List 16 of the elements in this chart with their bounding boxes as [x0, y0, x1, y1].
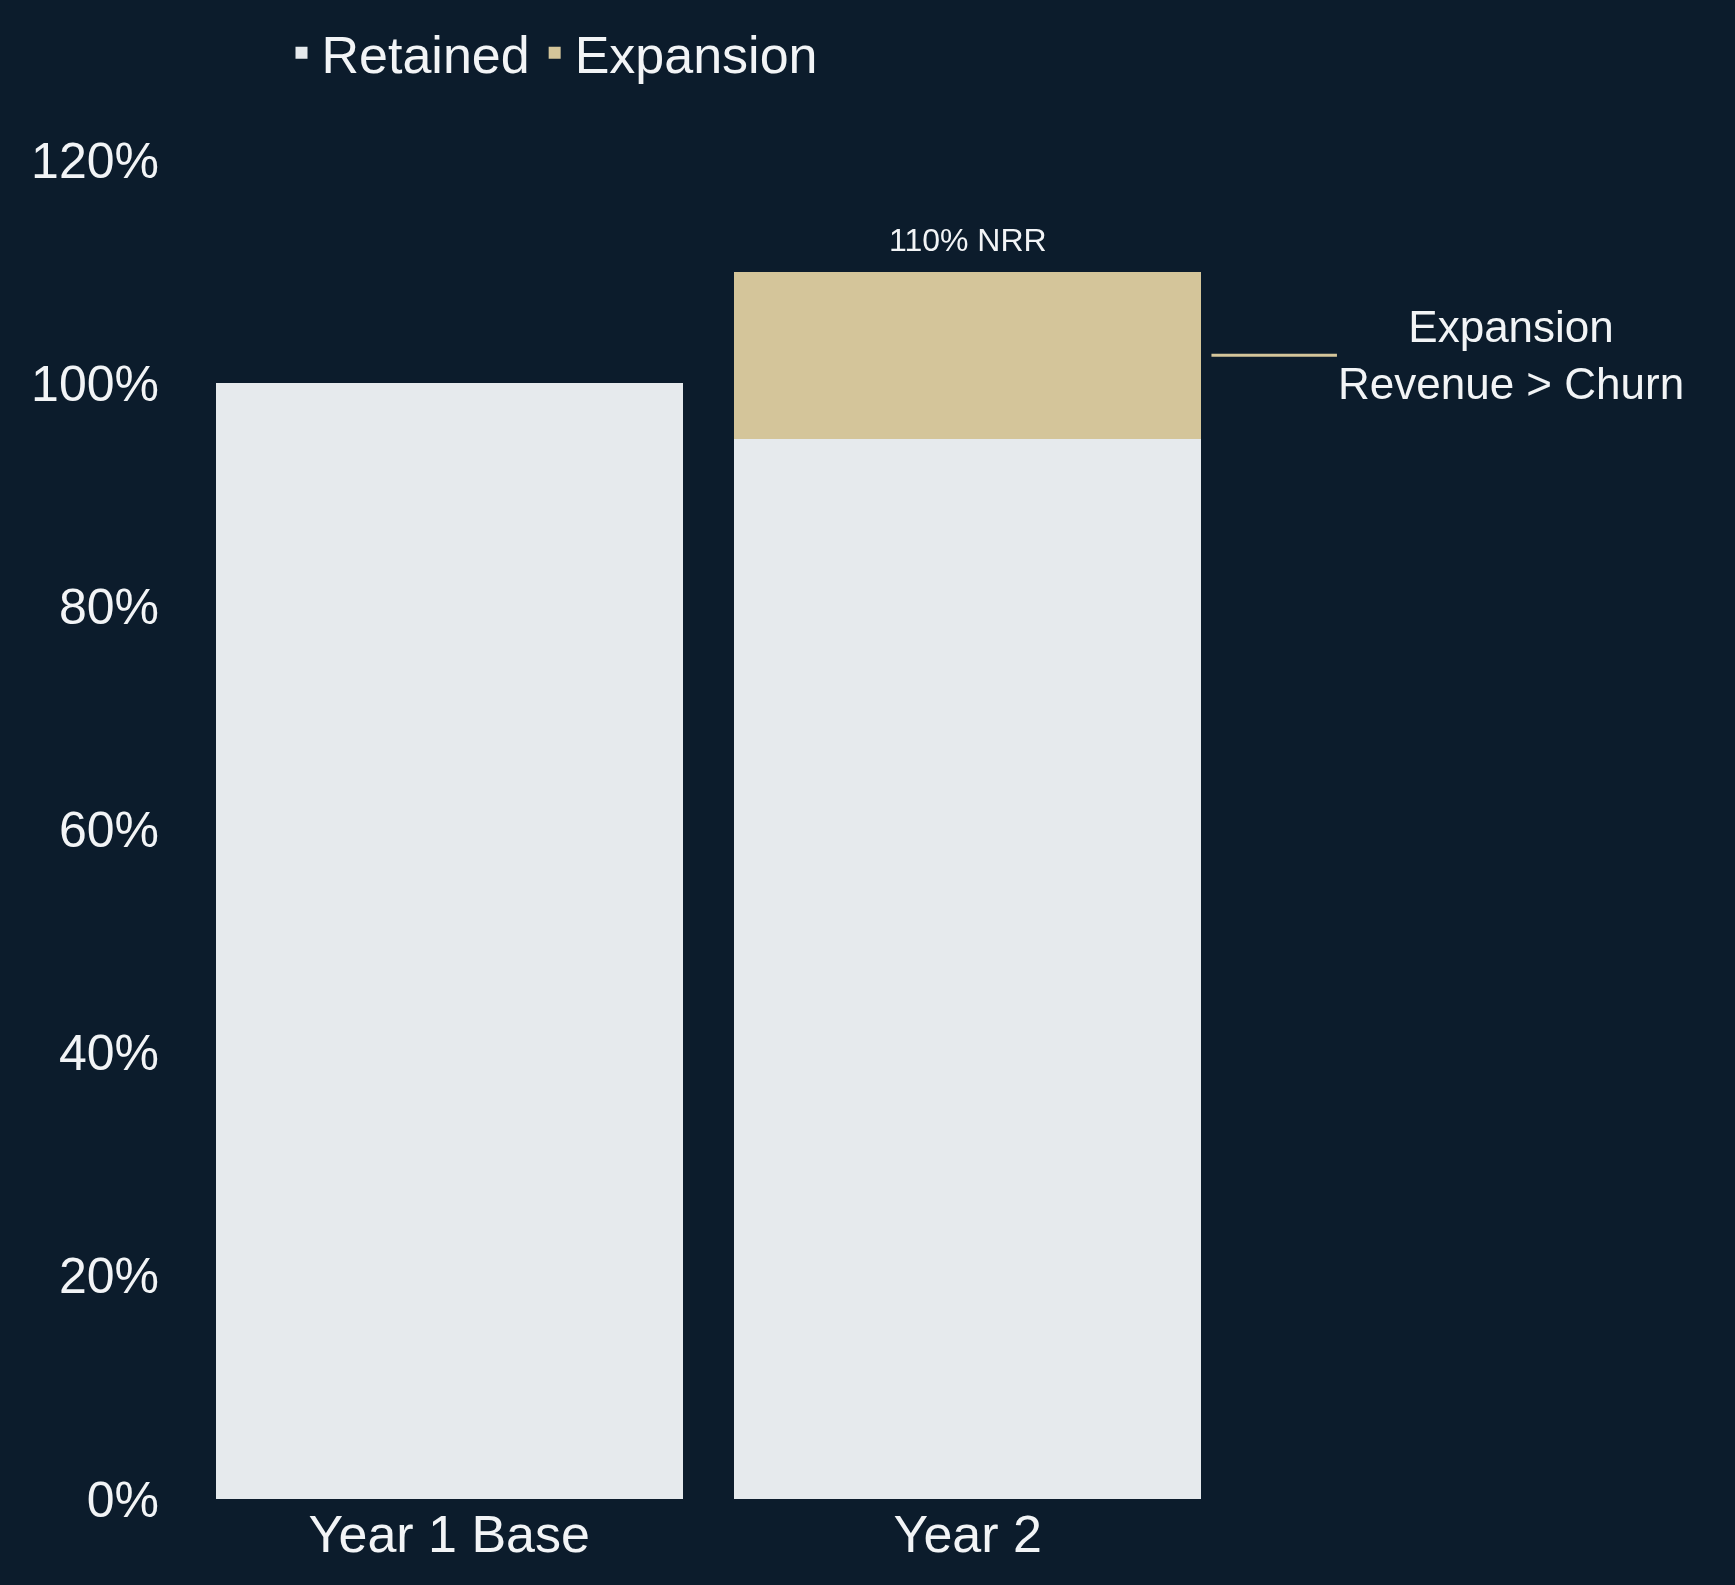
bar — [734, 438, 1202, 1499]
legend-label: Expansion — [574, 25, 818, 84]
bar — [734, 271, 1202, 439]
y-tick-label: 40% — [58, 1025, 159, 1082]
y-tick-label: 20% — [58, 1248, 159, 1305]
bar — [215, 383, 683, 1499]
text: Expansion Revenue > Churn — [1338, 302, 1685, 409]
total-label: 110% NRR — [889, 222, 1047, 258]
y-tick-label: 80% — [58, 578, 159, 635]
x-tick-label: Year 1 Base — [308, 1505, 590, 1563]
y-tick-label: 120% — [31, 132, 159, 189]
legend-label: Retained — [321, 25, 530, 84]
x-tick-label: Year 2 — [893, 1505, 1042, 1563]
y-tick-label: 100% — [31, 355, 159, 412]
y-tick-label: 0% — [86, 1471, 159, 1528]
y-tick-label: 60% — [58, 802, 159, 858]
